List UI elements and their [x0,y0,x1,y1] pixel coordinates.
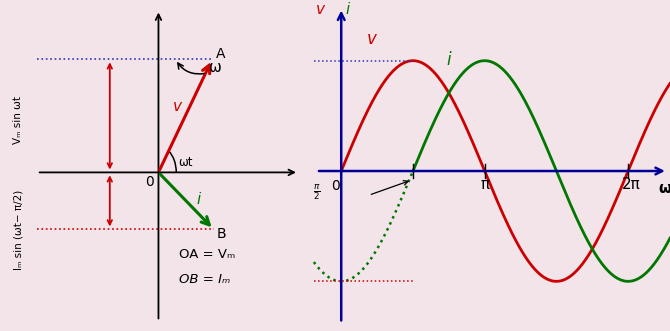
Text: 0: 0 [145,175,154,189]
Text: OB = Iₘ: OB = Iₘ [179,273,230,286]
Text: v: v [366,30,377,48]
Text: 2π: 2π [622,177,641,192]
Text: $\frac{\pi}{2}$: $\frac{\pi}{2}$ [313,183,320,202]
Text: 0: 0 [331,179,340,193]
Text: π: π [480,177,489,192]
Text: OA = Vₘ: OA = Vₘ [179,248,235,261]
Text: Vₘ sin ωt: Vₘ sin ωt [13,96,23,144]
Text: i: i [446,51,451,69]
Text: A: A [216,47,225,61]
Text: Iₘ sin (ωt− π/2): Iₘ sin (ωt− π/2) [13,190,23,270]
Text: v: v [316,2,325,17]
Text: ωt: ωt [659,181,670,196]
Text: B: B [216,227,226,241]
Text: v: v [174,99,182,114]
Text: ωt: ωt [178,156,192,168]
Text: i: i [346,2,350,17]
Text: i: i [196,192,200,207]
Text: ω: ω [209,60,222,75]
